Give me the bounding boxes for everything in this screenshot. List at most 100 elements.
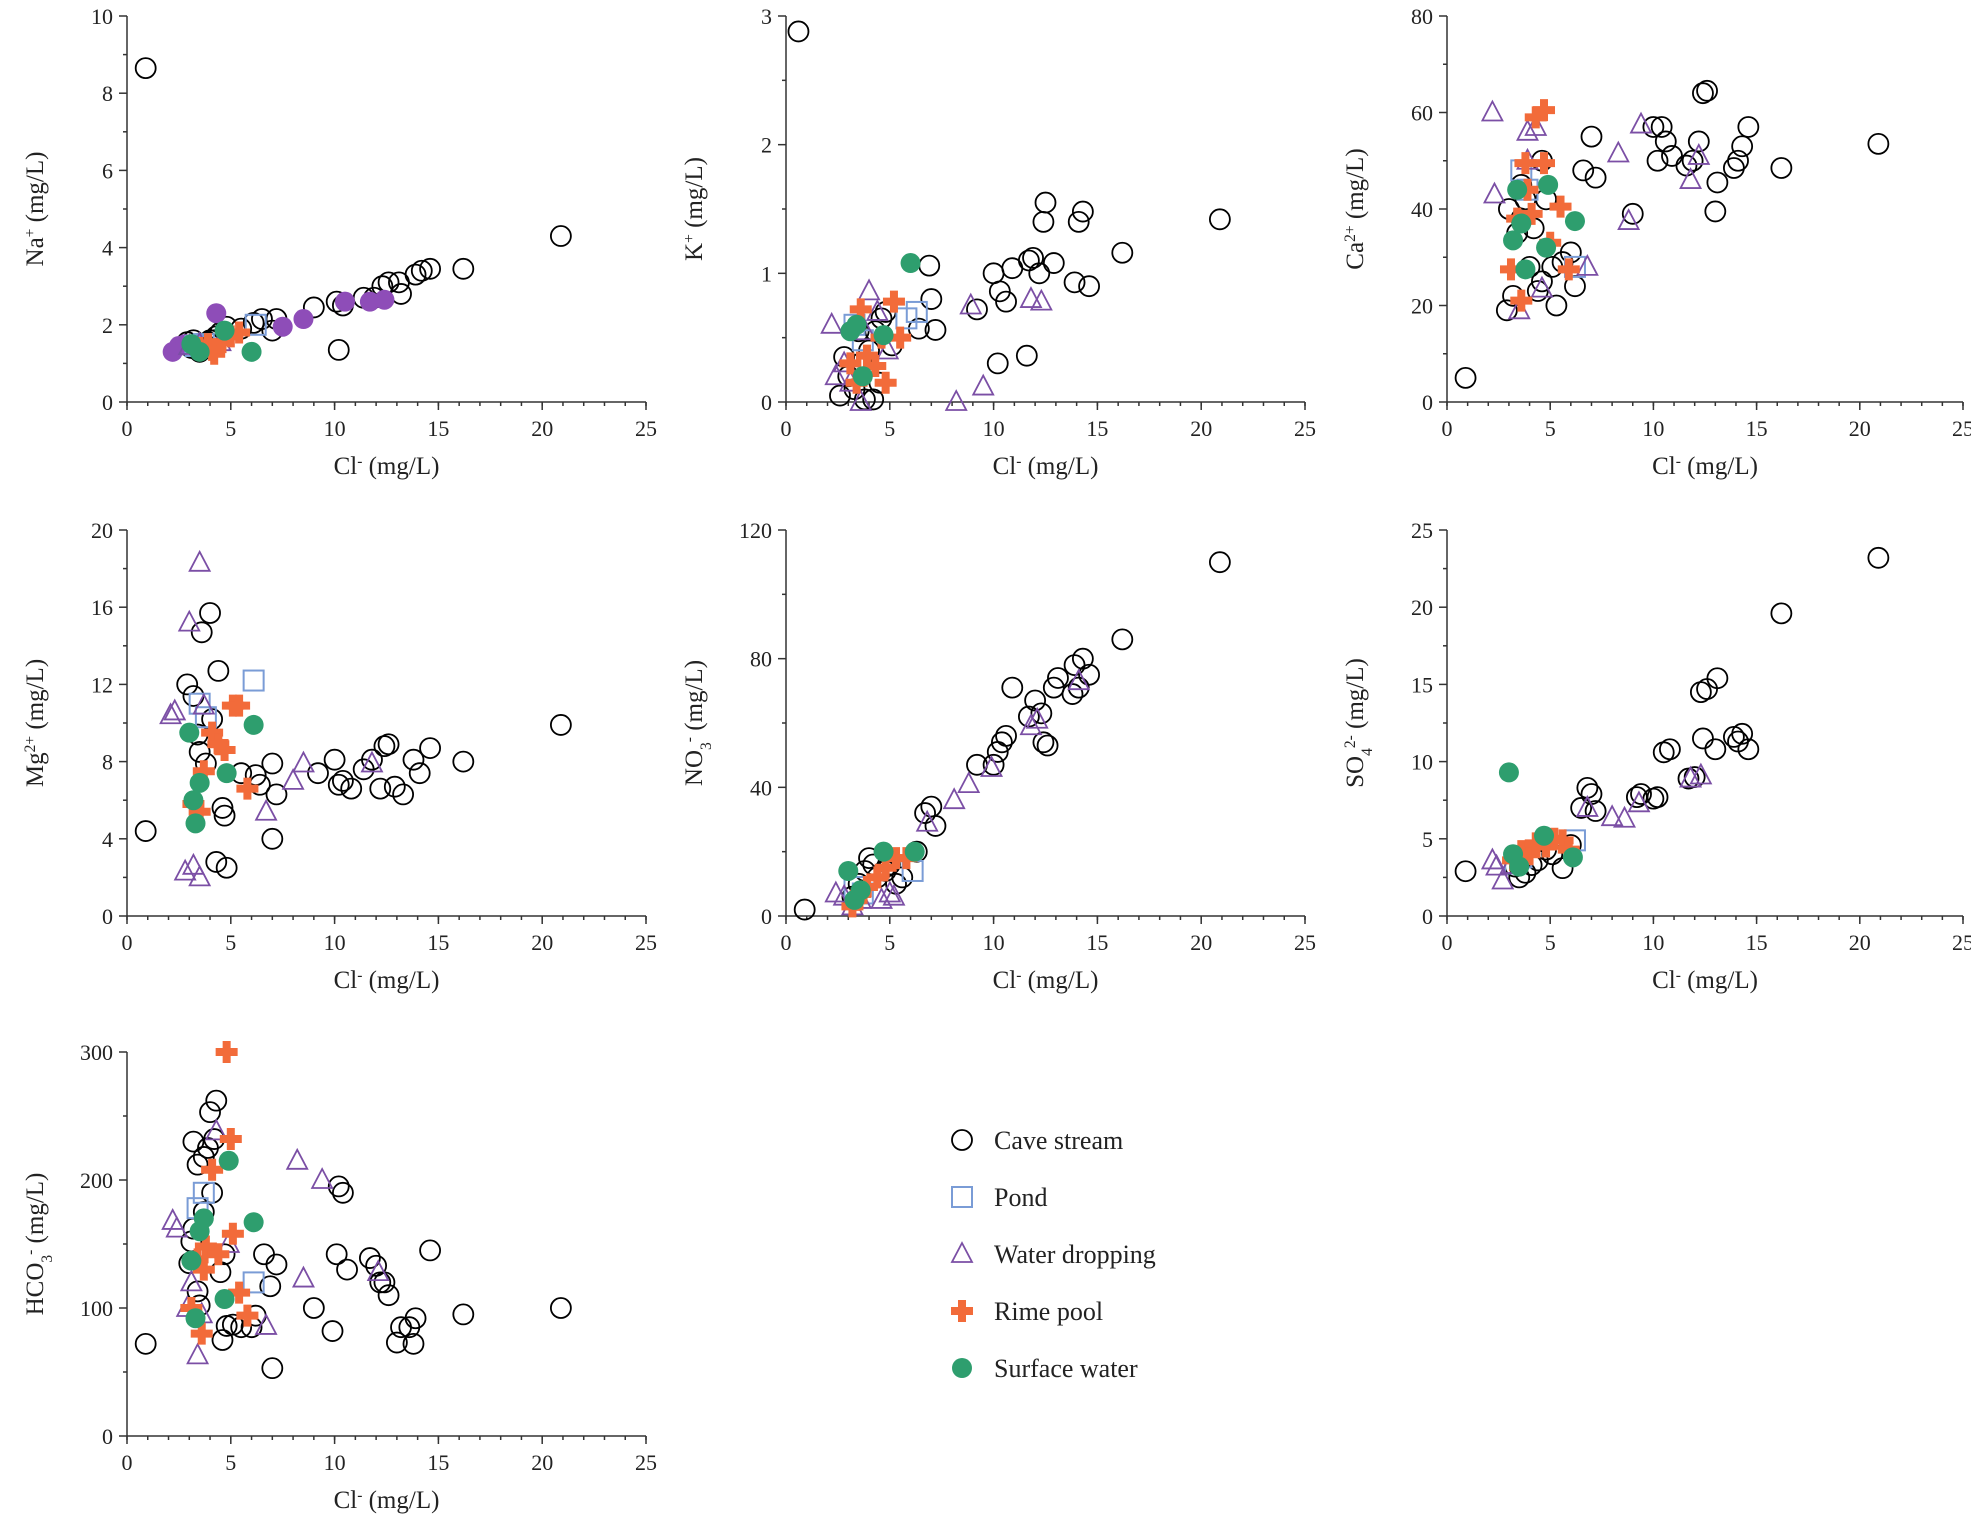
series-surface-water: [181, 1150, 264, 1329]
series-water-dropping: [1480, 762, 1713, 890]
data-point: [1551, 857, 1574, 880]
data-point: [1722, 725, 1745, 748]
data-point: [1545, 294, 1568, 317]
data-point: [404, 1307, 427, 1330]
data-point: [1650, 116, 1673, 138]
data-point: [944, 389, 968, 411]
x-tick-label: 15: [427, 930, 449, 955]
data-point: [1704, 200, 1727, 223]
data-point: [181, 852, 205, 875]
data-point: [207, 1243, 230, 1266]
x-axis-label: Cl- (mg/L): [1652, 967, 1758, 995]
data-point: [1642, 116, 1665, 138]
data-point: [1549, 195, 1572, 218]
open-square-icon: [951, 1186, 973, 1208]
data-point: [1704, 738, 1727, 761]
y-axis-label: SO42- (mg/L): [1342, 658, 1376, 788]
x-tick-label: 25: [1294, 416, 1316, 441]
data-point: [1727, 730, 1749, 753]
data-point: [408, 762, 431, 785]
y-tick-label: 8: [102, 750, 113, 775]
x-axis-label: Cl- (mg/L): [334, 1487, 440, 1515]
data-point: [377, 1284, 400, 1307]
x-axis-label: Cl- (mg/L): [334, 967, 440, 995]
y-tick-label: 10: [1411, 750, 1433, 775]
y-tick-label: 0: [1422, 390, 1433, 415]
data-point: [207, 659, 230, 682]
data-point: [1032, 731, 1055, 754]
data-point: [1533, 99, 1556, 122]
data-point: [192, 1181, 215, 1204]
data-point: [213, 739, 236, 762]
data-point: [549, 225, 572, 247]
data-point: [874, 371, 897, 394]
x-tick-label: 5: [1545, 416, 1556, 441]
data-point: [398, 1316, 421, 1339]
data-point: [1001, 257, 1024, 280]
data-point: [1535, 835, 1558, 858]
data-point: [857, 278, 881, 301]
legend-label-water-dropping: Water dropping: [994, 1240, 1156, 1269]
data-point: [253, 1243, 275, 1266]
data-point: [1689, 681, 1712, 704]
data-point: [189, 341, 210, 362]
data-point: [134, 1332, 157, 1355]
x-tick-label: 25: [635, 416, 657, 441]
data-point: [194, 1235, 217, 1258]
data-point: [924, 319, 947, 341]
data-point: [265, 1253, 288, 1276]
data-point: [327, 1175, 350, 1198]
data-point: [957, 771, 981, 794]
y-tick-label: 80: [1411, 4, 1433, 29]
data-point: [1677, 767, 1700, 790]
x-tick-label: 5: [884, 930, 895, 955]
data-point: [1515, 259, 1536, 280]
series-surface-water: [1498, 762, 1583, 877]
x-tick-label: 0: [1442, 416, 1453, 441]
series-cave-stream: [134, 602, 572, 879]
data-point: [1208, 208, 1231, 231]
data-point: [1557, 258, 1580, 281]
open-triangle-icon: [950, 1241, 974, 1263]
data-point: [410, 259, 433, 282]
scatter-panel-2: 0 5 10 15 20 25 0 1 2 3 Cl- (mg/L) K+ (mg/L): [681, 4, 1317, 480]
data-point: [1580, 125, 1603, 148]
data-point: [359, 291, 380, 312]
data-point: [211, 797, 234, 819]
data-point: [176, 673, 199, 696]
data-point: [192, 692, 216, 715]
x-tick-label: 20: [1849, 930, 1871, 955]
data-point: [352, 758, 375, 781]
x-tick-label: 0: [781, 416, 792, 441]
data-point: [1575, 253, 1599, 276]
data-point: [215, 856, 238, 879]
data-point: [1491, 867, 1515, 890]
x-tick-label: 10: [324, 1450, 346, 1475]
plus-icon: [951, 1300, 973, 1322]
data-point: [1078, 275, 1100, 298]
data-point: [1687, 142, 1711, 165]
data-point: [1706, 667, 1729, 690]
legend: Cave stream Pond Water dropping Rime pool Su…: [950, 1126, 1156, 1383]
data-point: [179, 1269, 203, 1292]
data-point: [966, 298, 988, 321]
y-axis-label: K+ (mg/L): [681, 157, 709, 261]
data-point: [1534, 825, 1555, 846]
data-point: [1524, 114, 1548, 136]
data-point: [186, 1153, 209, 1176]
data-point: [1606, 140, 1630, 163]
data-point: [291, 1265, 315, 1288]
data-point: [243, 1212, 264, 1233]
data-point: [334, 291, 355, 312]
data-point: [207, 733, 230, 756]
data-point: [192, 1258, 215, 1281]
data-point: [236, 1304, 259, 1327]
data-point: [188, 549, 212, 572]
data-point: [188, 864, 212, 887]
data-point: [846, 314, 867, 335]
x-axis-label: Cl- (mg/L): [993, 453, 1099, 481]
y-axis-label: NO3- (mg/L): [681, 660, 715, 786]
data-point: [402, 748, 425, 771]
data-point: [1867, 132, 1890, 155]
data-point: [182, 1130, 205, 1153]
